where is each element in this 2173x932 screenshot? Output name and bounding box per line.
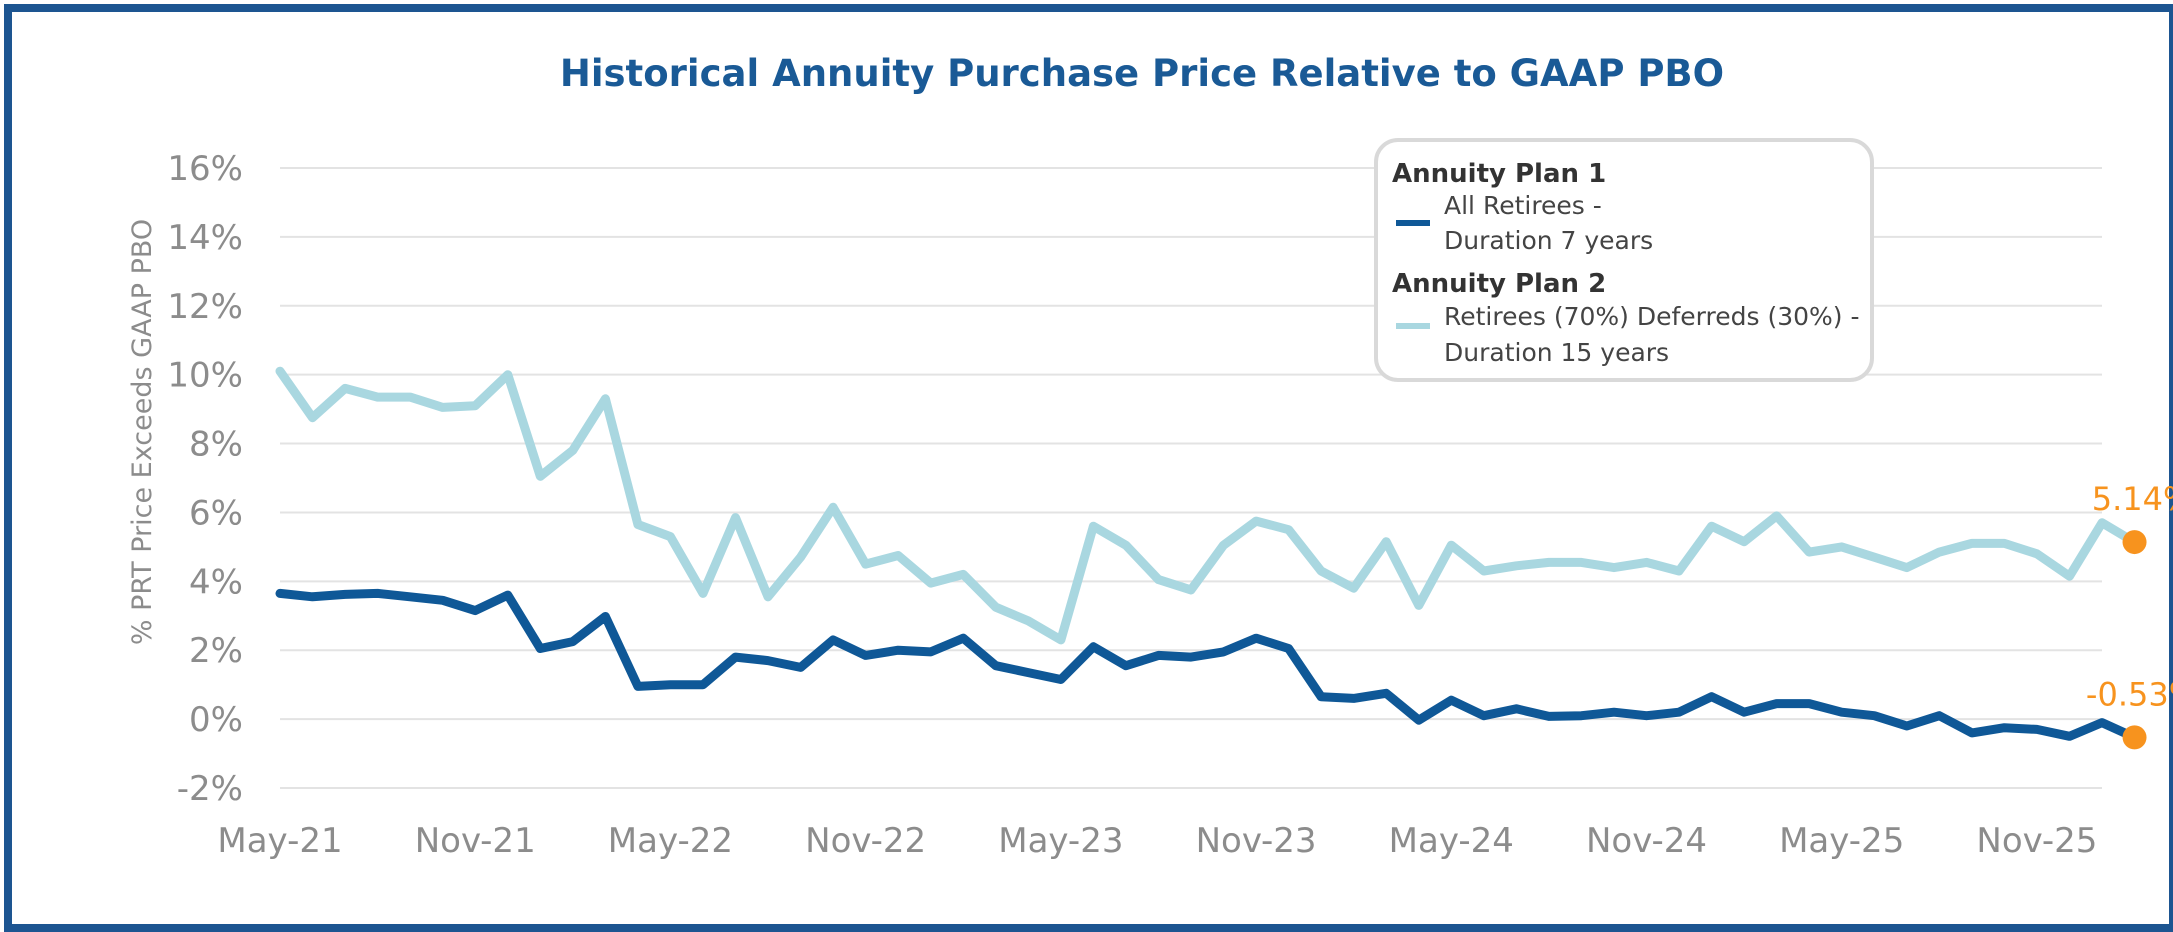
legend: Annuity Plan 1 All Retirees - Duration 7… bbox=[1374, 138, 1874, 382]
x-tick-label: Nov-21 bbox=[415, 821, 536, 861]
end-markers: -0.53% 5.14% bbox=[2086, 480, 2173, 750]
series-lines bbox=[275, 366, 2139, 742]
y-tick-label: 0% bbox=[189, 700, 243, 740]
legend-heading-plan-2: Annuity Plan 2 bbox=[1392, 269, 1606, 299]
legend-text-plan-1-line-1: All Retirees - bbox=[1444, 191, 1602, 220]
legend-text-plan-1-line-2: Duration 7 years bbox=[1444, 226, 1653, 255]
y-tick-label: 4% bbox=[189, 562, 243, 602]
x-tick-label: May-23 bbox=[998, 821, 1123, 861]
series-line-plan-2 bbox=[275, 366, 2139, 645]
y-tick-label: -2% bbox=[177, 769, 243, 809]
end-label-plan-2: 5.14% bbox=[2092, 480, 2173, 518]
legend-heading-plan-1: Annuity Plan 1 bbox=[1392, 159, 1606, 189]
end-label-plan-1: -0.53% bbox=[2086, 675, 2173, 713]
y-axis-ticks: -2% 0% 2% 4% 6% 8% 10% 12% 14% 16% bbox=[167, 149, 243, 809]
x-tick-label: Nov-23 bbox=[1196, 821, 1317, 861]
y-axis-label: % PRT Price Exceeds GAAP PBO bbox=[127, 219, 158, 645]
y-tick-label: 16% bbox=[167, 149, 243, 189]
x-tick-label: May-21 bbox=[217, 821, 342, 861]
x-tick-label: Nov-24 bbox=[1586, 821, 1707, 861]
y-tick-label: 14% bbox=[167, 218, 243, 258]
x-tick-label: May-25 bbox=[1779, 821, 1904, 861]
legend-box bbox=[1374, 138, 1874, 382]
end-marker-plan-1 bbox=[2122, 725, 2147, 750]
legend-text-plan-2-line-1: Retirees (70%) Deferreds (30%) - bbox=[1444, 302, 1860, 331]
y-tick-label: 10% bbox=[167, 356, 243, 396]
x-tick-label: Nov-22 bbox=[805, 821, 926, 861]
y-tick-label: 6% bbox=[189, 493, 243, 533]
series-line-plan-1 bbox=[275, 588, 2139, 742]
x-tick-label: May-24 bbox=[1389, 821, 1514, 861]
y-tick-label: 12% bbox=[167, 287, 243, 327]
chart-title: Historical Annuity Purchase Price Relati… bbox=[560, 52, 1724, 95]
y-tick-label: 8% bbox=[189, 425, 243, 465]
legend-text-plan-2-line-2: Duration 15 years bbox=[1444, 338, 1669, 367]
end-marker-plan-2 bbox=[2122, 530, 2147, 555]
x-tick-label: May-22 bbox=[608, 821, 733, 861]
x-tick-label: Nov-25 bbox=[1976, 821, 2097, 861]
y-tick-label: 2% bbox=[189, 631, 243, 671]
x-axis-ticks: May-21 Nov-21 May-22 Nov-22 May-23 Nov-23 May-… bbox=[217, 821, 2097, 861]
